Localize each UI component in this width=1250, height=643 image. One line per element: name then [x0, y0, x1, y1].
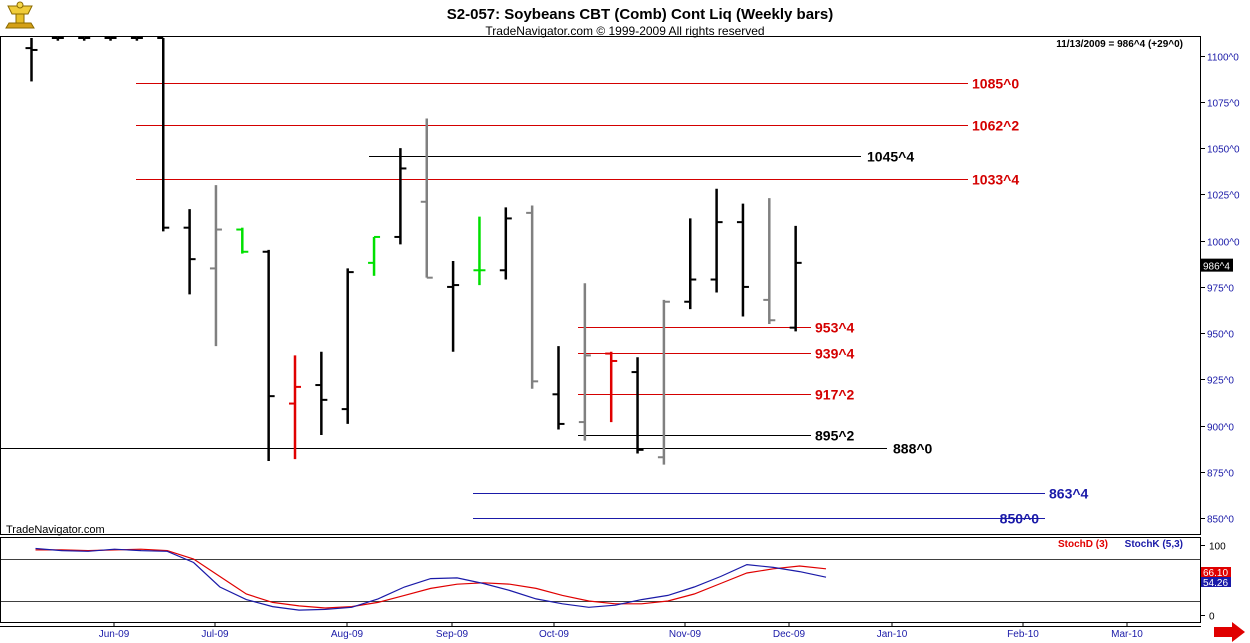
chart-title: S2-057: Soybeans CBT (Comb) Cont Liq (We… [447, 6, 833, 23]
time-label-7: Jan-10 [877, 629, 908, 640]
price-bar-29 [789, 225, 802, 332]
price-bar-27 [736, 203, 749, 317]
price-tick-label-4: 950^0 [1207, 330, 1234, 341]
price-bar-28 [763, 198, 776, 324]
time-label-8: Feb-10 [1007, 629, 1039, 640]
legend-stochk: StochK (5,3) [1125, 539, 1183, 550]
price-bar-14 [394, 148, 407, 245]
level-label-3: 1033^4 [972, 172, 1019, 188]
time-axis-labels: Jun-09 Jul-09 Aug-09 Sep-09 Oct-09 Nov-09 Dec-… [99, 622, 1143, 640]
price-tick-label-10: 1100^0 [1207, 53, 1239, 64]
price-bar-21 [578, 283, 591, 441]
price-tick-label-6: 1000^0 [1207, 238, 1240, 249]
last-price-marker: 986^4 [1201, 258, 1233, 273]
level-label-8: 888^0 [893, 441, 933, 457]
price-bar-6 [183, 209, 196, 295]
time-label-5: Nov-09 [669, 629, 702, 640]
price-bar-19 [526, 205, 539, 389]
time-label-0: Jun-09 [99, 629, 130, 640]
price-bar-18 [499, 207, 512, 280]
level-label-6: 917^2 [815, 387, 855, 403]
stoch-series-1 [35, 547, 827, 611]
price-bar-13 [368, 235, 381, 276]
level-label-9: 863^4 [1049, 486, 1089, 502]
time-label-2: Aug-09 [331, 629, 364, 640]
stochastic-panel-frame [0, 537, 1201, 623]
price-bar-15 [420, 118, 433, 279]
price-tick-label-7: 1025^0 [1207, 191, 1240, 202]
price-bar-5 [157, 37, 170, 232]
price-bar-3 [104, 37, 117, 41]
stoch-tick-label-2: 100 [1209, 542, 1226, 553]
price-tick-label-0: 850^0 [1207, 515, 1234, 526]
price-bar-11 [315, 351, 328, 436]
price-bar-23 [631, 357, 644, 454]
price-bars [25, 37, 802, 465]
price-bar-26 [710, 188, 723, 293]
stochastic-reference-lines [1, 559, 1200, 602]
stochastic-lines [35, 547, 827, 611]
price-tick-label-2: 900^0 [1207, 423, 1234, 434]
time-label-6: Dec-09 [773, 629, 806, 640]
time-label-1: Jul-09 [201, 629, 229, 640]
level-label-5: 939^4 [815, 346, 855, 362]
price-bar-22 [605, 351, 618, 423]
price-panel-frame [0, 36, 1201, 535]
last-price-label: 986^4 [1203, 262, 1230, 273]
stoch-series-0 [35, 548, 827, 609]
stochk-last-label: 54.26 [1203, 578, 1228, 589]
stoch-tick-label-0: 0 [1209, 612, 1215, 623]
gold-trophy-icon[interactable] [5, 1, 35, 29]
level-label-2: 1045^4 [867, 149, 914, 165]
price-bar-9 [262, 249, 275, 461]
price-bar-7 [209, 185, 222, 347]
watermark: TradeNavigator.com [6, 524, 105, 536]
price-tick-label-9: 1075^0 [1207, 99, 1240, 110]
chart-subtitle: TradeNavigator.com © 1999-2009 All right… [485, 24, 764, 38]
legend-stochd: StochD (3) [1058, 539, 1108, 550]
price-tick-label-8: 1050^0 [1207, 145, 1240, 156]
price-bar-16 [447, 261, 460, 352]
level-label-4: 953^4 [815, 320, 855, 336]
time-label-4: Oct-09 [539, 629, 569, 640]
price-bar-0 [25, 38, 38, 82]
price-bar-8 [236, 227, 249, 254]
stochd-last-label: 66.10 [1203, 568, 1228, 579]
level-label-10: 850^0 [1000, 511, 1040, 527]
stoch-last-values: 66.10 54.26 [1201, 567, 1231, 589]
support-resistance-levels: 1085^0 1062^2 1045^4 1033^4 953^4 939^4 917^2 8… [0, 76, 1089, 527]
level-label-1: 1062^2 [972, 118, 1019, 134]
price-bar-24 [657, 299, 670, 465]
time-label-3: Sep-09 [436, 629, 469, 640]
price-bar-25 [684, 218, 697, 310]
price-bar-2 [78, 37, 91, 41]
price-readout: 11/13/2009 = 986^4 (+29^0) [1056, 39, 1183, 50]
price-bar-17 [473, 216, 486, 286]
price-bar-12 [341, 268, 354, 424]
price-tick-label-5: 975^0 [1207, 284, 1234, 295]
time-label-9: Mar-10 [1111, 629, 1143, 640]
price-tick-label-1: 875^0 [1207, 469, 1234, 480]
level-label-0: 1085^0 [972, 76, 1019, 92]
level-label-7: 895^2 [815, 428, 855, 444]
price-bar-4 [130, 37, 143, 41]
price-tick-label-3: 925^0 [1207, 376, 1234, 387]
price-bar-10 [289, 355, 301, 460]
price-axis: 850^0 875^0 900^0 925^0 950^0 975^0 1000^0 1025… [1201, 53, 1240, 526]
price-bar-1 [51, 37, 64, 41]
price-bar-20 [552, 346, 565, 430]
scroll-right-arrow-icon[interactable] [1214, 622, 1245, 642]
